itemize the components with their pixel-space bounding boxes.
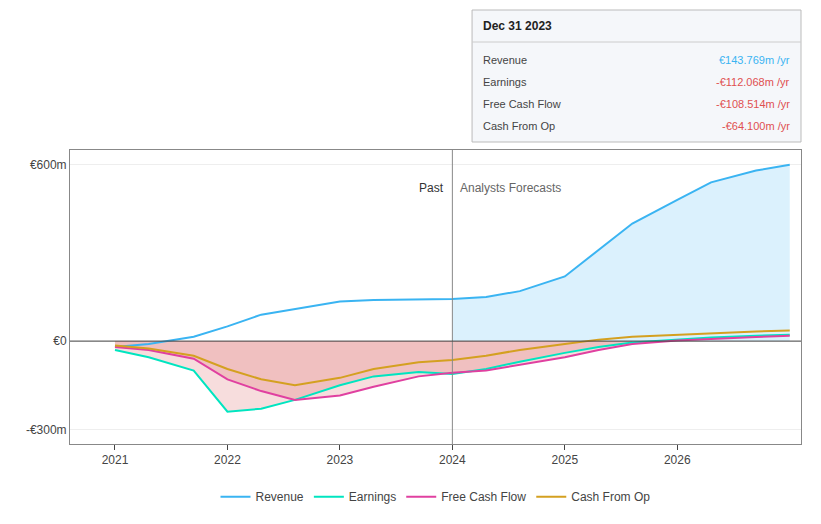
svg-text:-€108.514m /yr: -€108.514m /yr (716, 98, 790, 110)
svg-text:-€112.068m /yr: -€112.068m /yr (716, 76, 790, 88)
svg-text:2022: 2022 (214, 453, 241, 467)
svg-text:Earnings: Earnings (349, 490, 396, 504)
svg-text:2021: 2021 (102, 453, 129, 467)
svg-text:Cash From Op: Cash From Op (483, 120, 555, 132)
svg-text:Cash From Op: Cash From Op (571, 490, 650, 504)
svg-text:Dec 31 2023: Dec 31 2023 (483, 19, 552, 33)
svg-text:Revenue: Revenue (256, 490, 304, 504)
svg-text:2024: 2024 (439, 453, 466, 467)
svg-text:2025: 2025 (551, 453, 578, 467)
svg-text:Earnings: Earnings (483, 76, 527, 88)
svg-text:€600m: €600m (30, 158, 67, 172)
svg-text:2026: 2026 (664, 453, 691, 467)
svg-text:Past: Past (419, 181, 444, 195)
svg-text:€143.769m /yr: €143.769m /yr (719, 54, 790, 66)
svg-text:Free Cash Flow: Free Cash Flow (483, 98, 561, 110)
svg-text:Free Cash Flow: Free Cash Flow (441, 490, 526, 504)
svg-text:Revenue: Revenue (483, 54, 527, 66)
svg-text:-€300m: -€300m (26, 423, 67, 437)
svg-text:€0: €0 (53, 334, 67, 348)
svg-text:-€64.100m /yr: -€64.100m /yr (722, 120, 790, 132)
svg-text:Analysts Forecasts: Analysts Forecasts (460, 181, 561, 195)
svg-text:2023: 2023 (327, 453, 354, 467)
